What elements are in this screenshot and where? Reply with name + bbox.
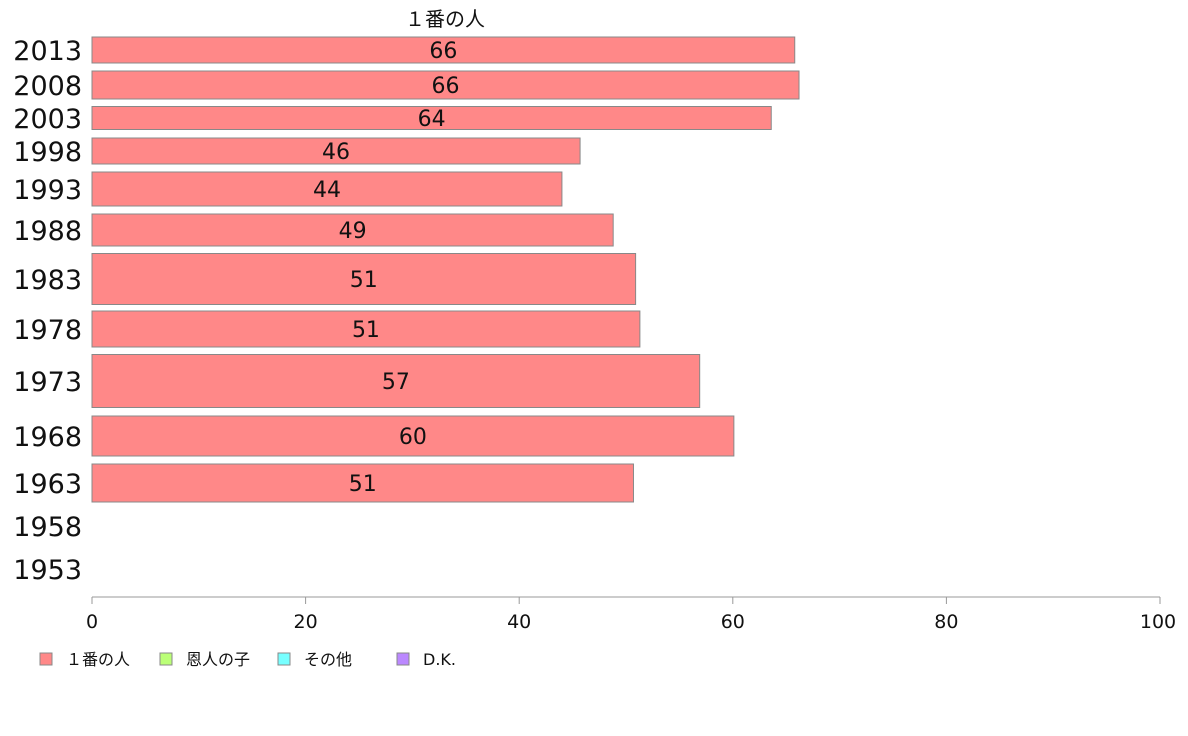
x-tick-label-40: 40 [507,611,531,633]
bar-1993 [91,171,563,207]
data-label-1973: 57 [382,370,410,395]
data-label-1978: 51 [352,318,380,343]
bar-1983 [91,253,637,305]
x-axis: 0 20 40 60 80 100 [86,596,1176,633]
legend-swatch-1 [159,652,173,666]
category-label-1963: 1963 [13,469,82,500]
data-label-1998: 46 [322,140,350,165]
bar-1973 [91,354,701,408]
legend-label-2: その他 [304,650,352,669]
legend-label-3: D.K. [423,650,456,669]
legend-swatch-3 [396,652,410,666]
category-label-1983: 1983 [13,265,82,296]
bar-2008 [91,70,800,100]
bar-1988 [91,213,614,247]
category-label-2003: 2003 [13,104,82,135]
bar-1998 [91,137,581,165]
data-label-2013: 66 [429,39,457,64]
bar-2003 [91,106,772,130]
category-label-2008: 2008 [13,71,82,102]
data-label-1988: 49 [339,219,367,244]
category-label-2013: 2013 [13,36,82,67]
bars-group: 66 66 64 46 44 49 51 51 57 60 51 [91,36,800,503]
bar-1963 [91,463,634,503]
legend-label-1: 恩人の子 [186,650,250,669]
data-label-1963: 51 [349,472,377,497]
data-label-1983: 51 [350,268,378,293]
legend-swatch-0 [39,652,53,666]
bar-1978 [91,310,641,348]
x-tick-label-20: 20 [294,611,318,633]
data-label-1993: 44 [313,178,341,203]
category-label-1958: 1958 [13,512,82,543]
data-label-2008: 66 [432,74,460,99]
category-label-1973: 1973 [13,367,82,398]
category-label-1998: 1998 [13,137,82,168]
bar-1968 [91,415,735,457]
legend: １番の人 恩人の子 その他 D.K. [39,650,456,669]
data-label-2003: 64 [418,107,446,132]
x-tick-label-60: 60 [721,611,745,633]
legend-swatch-2 [277,652,291,666]
data-label-1968: 60 [399,425,427,450]
category-label-1953: 1953 [13,555,82,586]
category-label-1988: 1988 [13,216,82,247]
legend-label-0: １番の人 [66,650,130,669]
bar-2013 [91,36,796,64]
x-tick-label-100: 100 [1140,611,1176,633]
category-label-1993: 1993 [13,175,82,206]
chart-title: １番の人 [405,7,485,31]
x-tick-label-80: 80 [934,611,958,633]
x-tick-label-0: 0 [86,611,98,633]
category-label-1968: 1968 [13,422,82,453]
category-label-1978: 1978 [13,315,82,346]
